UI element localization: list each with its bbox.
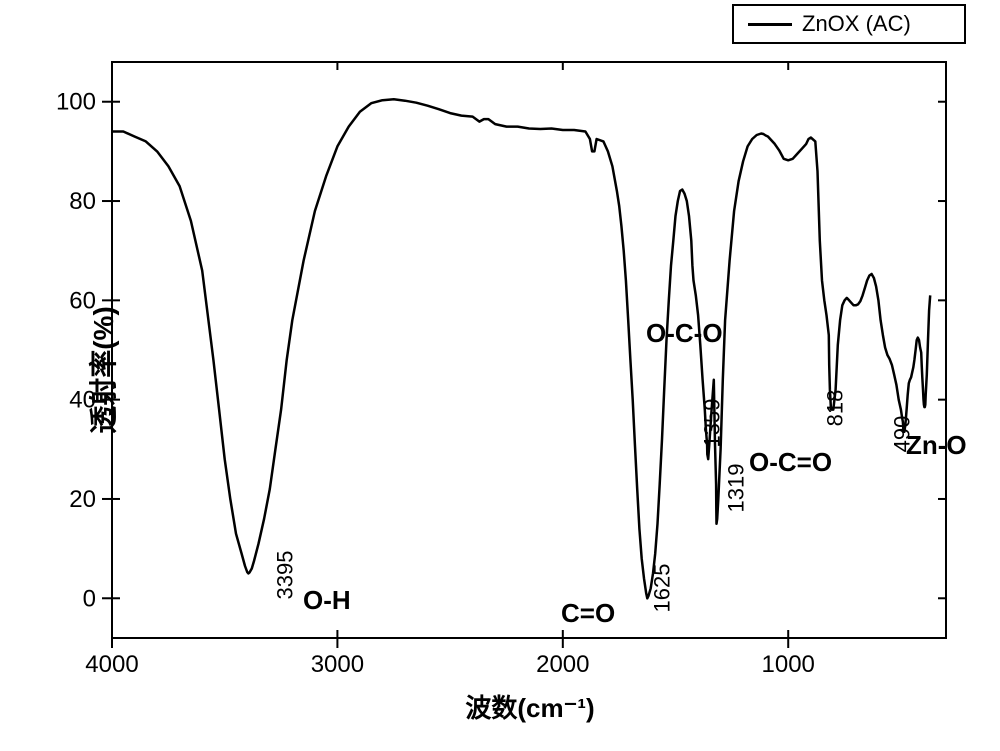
peak-assignment-ZnO: Zn-O bbox=[906, 430, 967, 461]
svg-text:1000: 1000 bbox=[762, 651, 815, 678]
svg-text:80: 80 bbox=[69, 188, 96, 215]
peak-assignment-OCO: O-C=O bbox=[749, 447, 832, 478]
svg-text:100: 100 bbox=[56, 89, 96, 116]
peak-wavenumber-1319: 1319 bbox=[723, 464, 749, 513]
svg-text:20: 20 bbox=[69, 486, 96, 513]
svg-text:3000: 3000 bbox=[311, 651, 364, 678]
peak-assignment-OCO: O-C-O bbox=[646, 318, 723, 349]
x-axis-title: 波数(cm⁻¹) bbox=[430, 688, 630, 725]
peak-wavenumber-818: 818 bbox=[822, 390, 848, 427]
svg-text:0: 0 bbox=[83, 585, 96, 612]
peak-assignment-CO: C=O bbox=[561, 598, 615, 629]
peak-wavenumber-3395: 3395 bbox=[272, 551, 298, 600]
svg-text:4000: 4000 bbox=[85, 651, 138, 678]
peak-wavenumber-1359: 1359 bbox=[699, 399, 725, 448]
peak-wavenumber-1625: 1625 bbox=[649, 564, 675, 613]
y-axis-title: 透射率(%) bbox=[82, 306, 122, 434]
ir-spectrum-plot: 4000300020001000020406080100 bbox=[0, 0, 1000, 751]
svg-text:2000: 2000 bbox=[536, 651, 589, 678]
peak-assignment-OH: O-H bbox=[303, 585, 351, 616]
